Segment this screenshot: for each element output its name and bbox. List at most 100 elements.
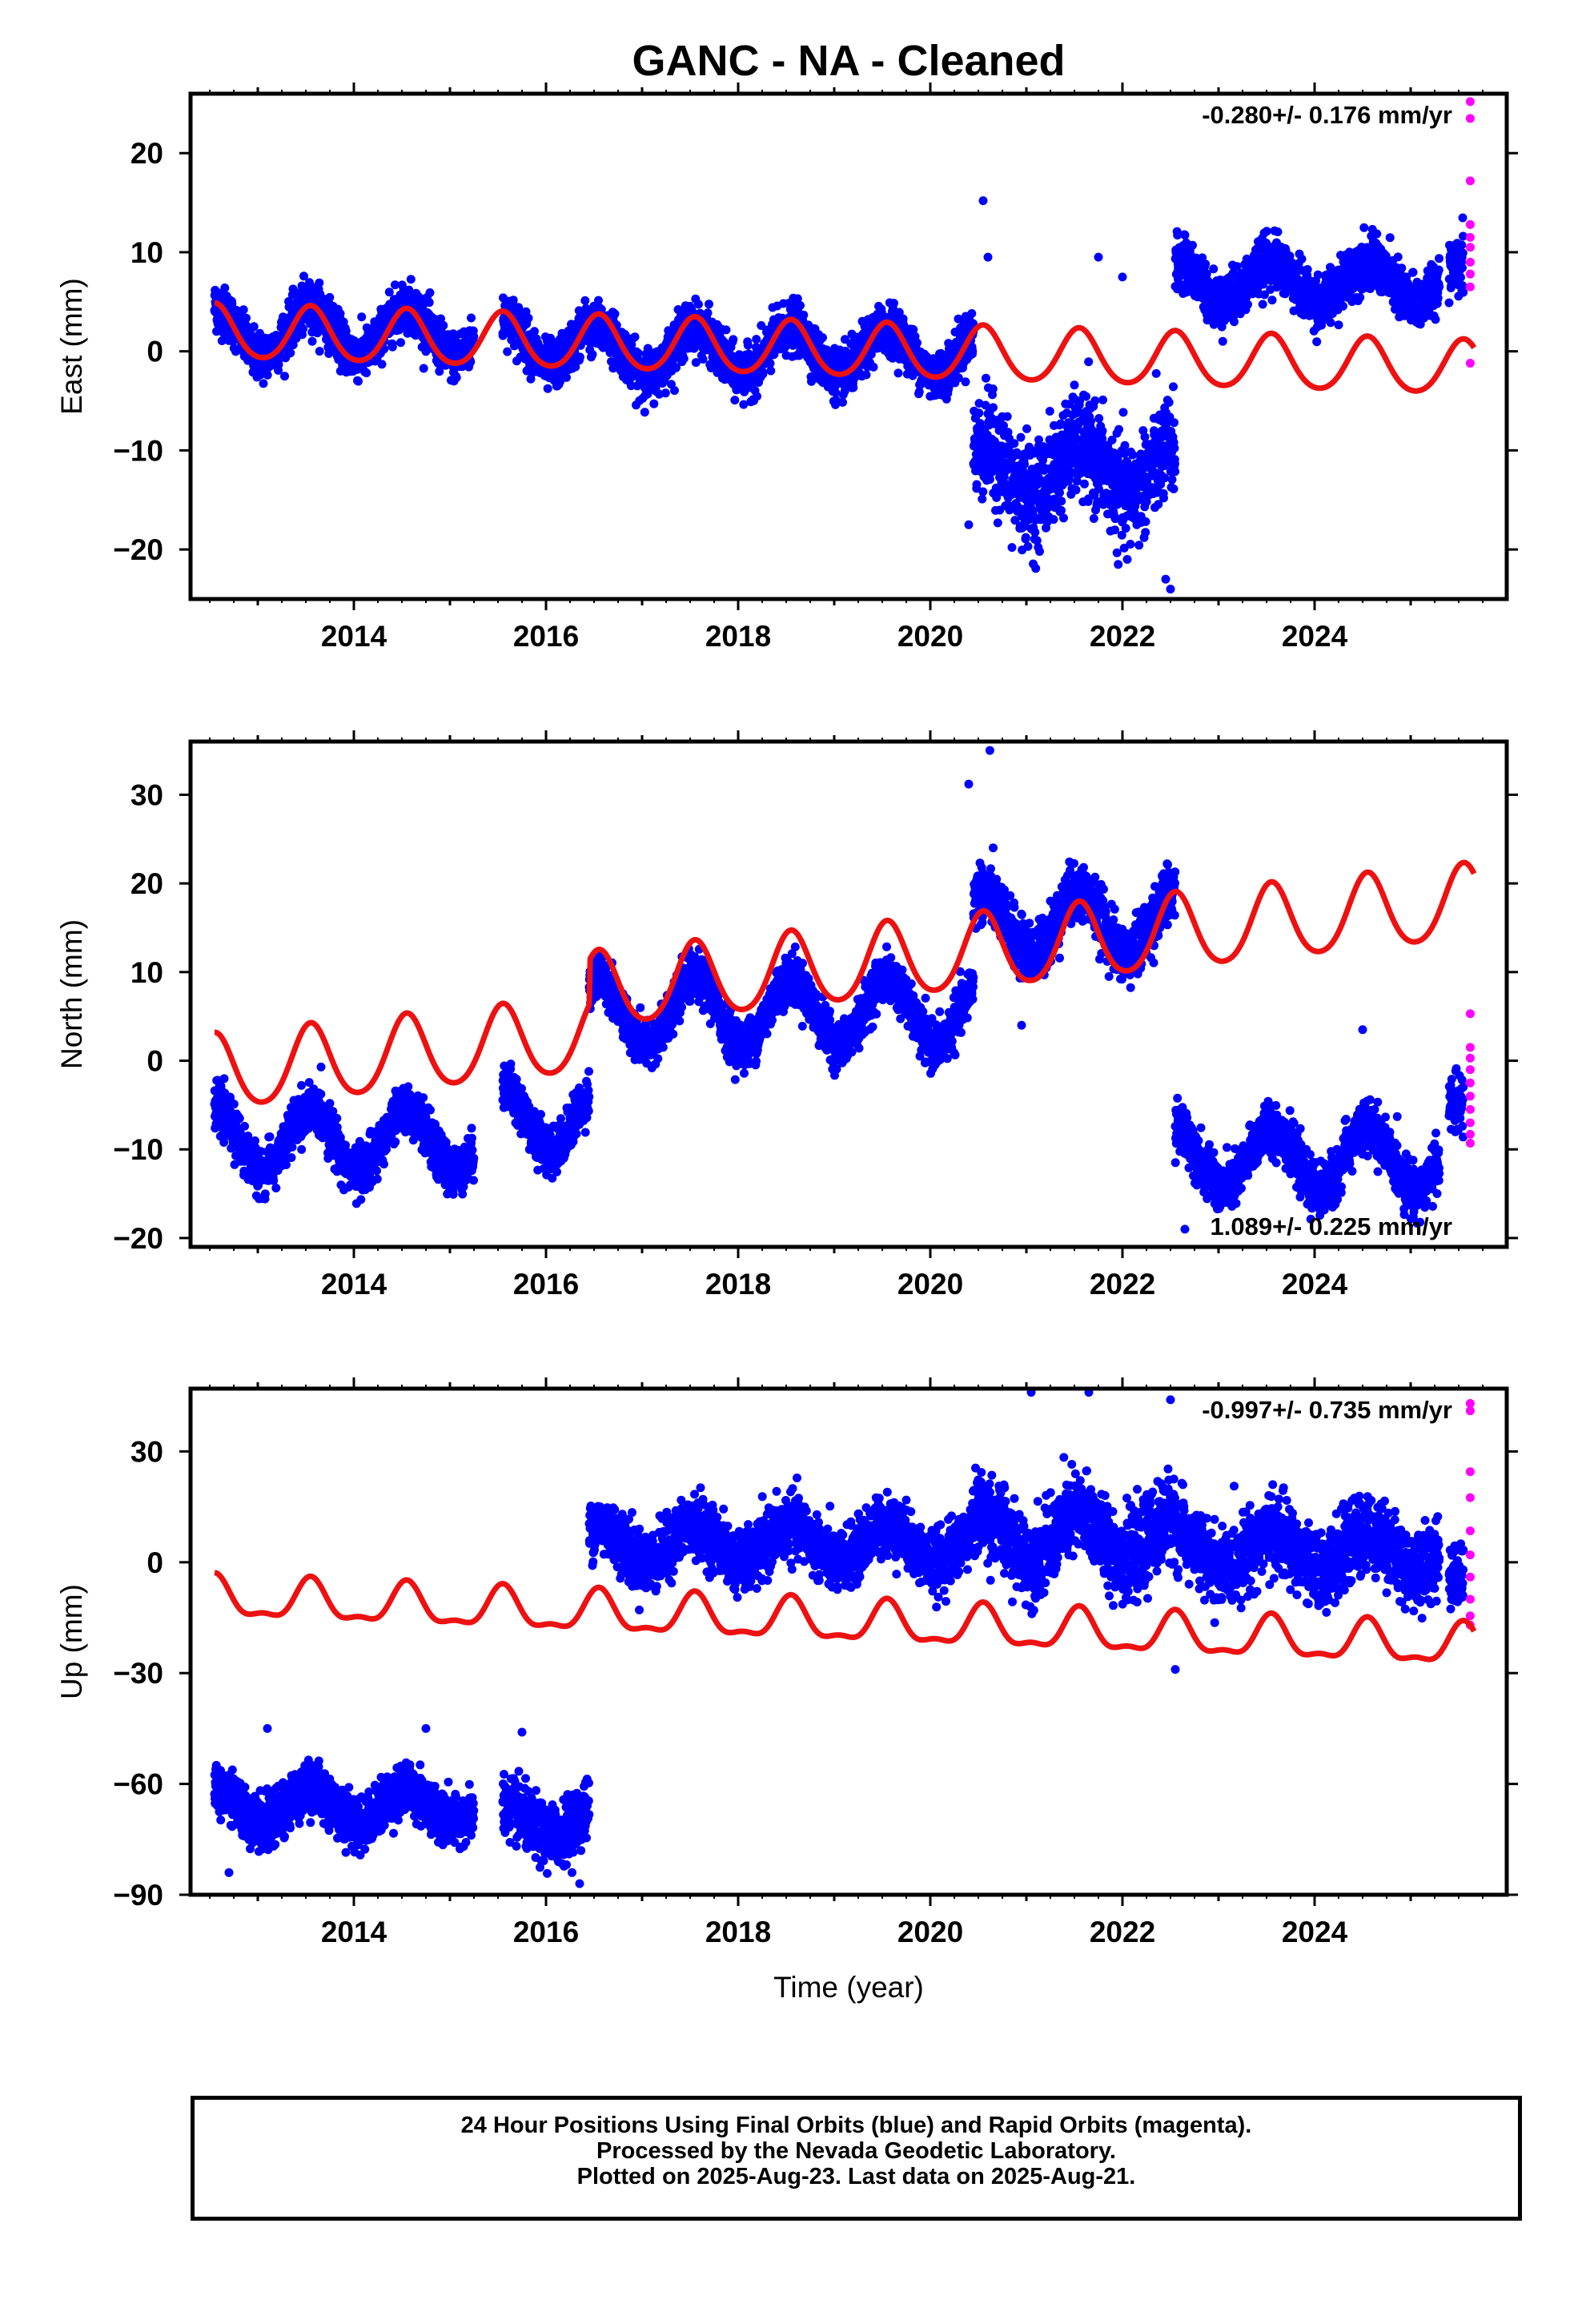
final-orbit-point <box>1170 467 1180 476</box>
final-orbit-point <box>1021 533 1030 542</box>
final-orbit-point <box>807 376 816 386</box>
final-orbit-point <box>1094 414 1104 423</box>
final-orbit-point <box>1086 416 1095 426</box>
final-orbit-point <box>299 271 308 281</box>
final-orbit-point <box>691 358 701 368</box>
final-orbit-point <box>1059 513 1068 523</box>
final-orbit-point <box>1057 497 1066 506</box>
final-orbit-point <box>1098 426 1107 436</box>
final-orbit-point <box>649 399 659 408</box>
final-orbit-point <box>1022 424 1031 433</box>
final-orbit-point <box>1049 515 1058 525</box>
final-orbit-point <box>530 327 539 336</box>
final-orbit-point <box>626 381 636 391</box>
final-orbit-point <box>721 325 731 335</box>
final-orbit-point <box>630 332 640 342</box>
final-orbit-point <box>1084 357 1094 367</box>
final-orbit-point <box>679 354 689 364</box>
final-orbit-point <box>469 332 479 341</box>
final-orbit-point <box>594 296 603 305</box>
final-orbit-point <box>633 348 643 358</box>
final-orbit-point <box>1112 548 1122 557</box>
final-orbit-point <box>580 296 590 305</box>
final-orbit-point <box>1170 418 1178 428</box>
final-orbit-point <box>978 487 988 497</box>
final-orbit-point <box>406 275 416 284</box>
final-orbit-points <box>210 196 1468 594</box>
final-orbit-point <box>362 368 371 378</box>
final-orbit-point <box>1010 439 1019 448</box>
final-orbit-point <box>588 350 597 359</box>
final-orbit-point <box>242 313 251 323</box>
final-orbit-point <box>840 386 849 396</box>
final-orbit-point <box>893 368 903 378</box>
final-orbit-point <box>1126 540 1135 549</box>
final-orbit-point <box>1209 264 1219 274</box>
final-orbit-point <box>909 325 918 334</box>
final-orbit-point <box>1164 398 1174 407</box>
final-orbit-point <box>1035 547 1044 557</box>
panel-1: 2014 2016 2018 2020 2022 2024−20−1001020East … <box>55 82 1518 653</box>
final-orbit-point <box>1082 392 1090 401</box>
final-orbit-point <box>1114 424 1123 434</box>
final-orbit-point <box>299 324 308 333</box>
final-orbit-point <box>562 372 571 382</box>
final-orbit-point <box>1121 524 1130 533</box>
final-orbit-point <box>758 369 768 379</box>
final-orbit-point <box>307 336 317 346</box>
final-orbit-point <box>705 300 713 309</box>
final-orbit-point <box>661 388 670 398</box>
plot-area <box>210 97 1477 594</box>
final-orbit-point <box>341 326 351 336</box>
final-orbit-point <box>831 388 841 397</box>
final-orbit-point <box>286 348 295 358</box>
final-orbit-point <box>419 364 428 373</box>
final-orbit-point <box>1170 444 1179 453</box>
final-orbit-point <box>467 313 476 323</box>
final-orbit-point <box>212 327 221 336</box>
final-orbit-point <box>1169 485 1178 493</box>
final-orbit-point <box>1070 380 1079 390</box>
final-orbit-point <box>838 397 847 407</box>
final-orbit-point <box>325 292 335 302</box>
final-orbit-point <box>1170 459 1179 468</box>
final-orbit-point <box>877 308 886 317</box>
final-orbit-point <box>967 309 977 318</box>
final-orbit-point <box>452 373 461 382</box>
final-orbit-point <box>643 389 652 399</box>
final-orbit-point <box>694 300 703 309</box>
final-orbit-point <box>703 308 713 318</box>
final-orbit-point <box>357 312 367 322</box>
final-orbit-point <box>1141 517 1150 526</box>
final-orbit-point <box>377 360 387 369</box>
final-orbit-point <box>280 372 289 381</box>
final-orbit-point <box>436 314 445 324</box>
final-orbit-point <box>1118 408 1128 417</box>
final-orbit-point <box>1089 514 1098 523</box>
final-orbit-point <box>766 366 776 376</box>
final-orbit-point <box>435 367 444 376</box>
final-orbit-point <box>354 376 363 386</box>
final-orbit-point <box>1218 336 1227 346</box>
final-orbit-point <box>729 335 738 344</box>
panels: 2014 2016 2018 2020 2022 2024−20−1001020East … <box>55 82 1518 2004</box>
final-orbit-point <box>425 288 435 297</box>
final-orbit-point <box>1023 541 1033 551</box>
final-orbit-point <box>503 347 512 356</box>
final-orbit-point <box>610 309 620 319</box>
final-orbit-point <box>1180 231 1190 240</box>
final-orbit-point <box>670 386 679 396</box>
final-orbit-point <box>387 342 397 352</box>
final-orbit-point <box>972 480 982 489</box>
final-orbit-point <box>396 338 405 348</box>
final-orbit-point <box>1159 493 1168 503</box>
final-orbit-point <box>993 518 1002 528</box>
final-orbit-point <box>515 306 524 316</box>
final-orbit-point <box>989 403 998 412</box>
final-orbit-point <box>1045 407 1054 416</box>
final-orbit-point <box>894 308 904 317</box>
final-orbit-point <box>982 373 990 383</box>
final-orbit-point <box>753 392 761 401</box>
final-orbit-point <box>799 310 809 320</box>
